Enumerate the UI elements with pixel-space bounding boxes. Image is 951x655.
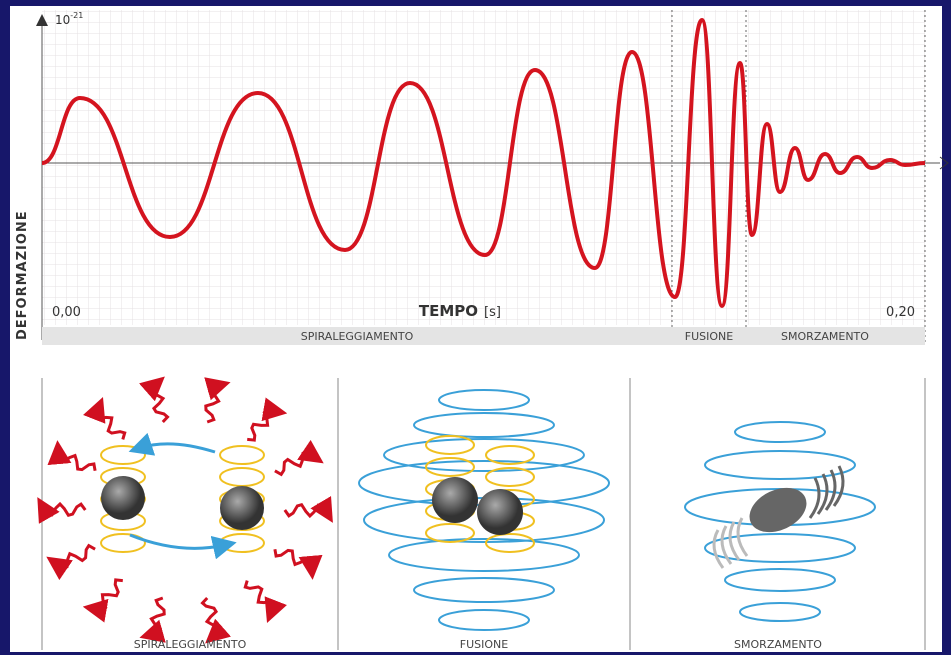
field-line: [734, 421, 826, 443]
panel-merger: [358, 389, 610, 631]
remnant: [749, 487, 807, 533]
field-line: [724, 568, 836, 592]
x-arrow: [939, 156, 949, 170]
phase-label: FUSIONE: [685, 330, 733, 343]
field-line: [739, 602, 821, 622]
gravitational-wave: [273, 548, 323, 580]
field-line: [704, 533, 856, 563]
ringdown-wave: [824, 469, 837, 511]
gravitational-wave: [243, 580, 287, 623]
field-line: [438, 609, 530, 631]
gravitational-wave: [138, 376, 170, 424]
gravitational-wave: [46, 543, 96, 581]
grid: [42, 10, 925, 325]
field-line: [219, 445, 265, 465]
gravitational-wave: [139, 596, 166, 643]
field-line: [425, 457, 475, 477]
gravitational-wave: [204, 377, 231, 424]
field-line: [100, 533, 146, 553]
ringdown-wave: [808, 477, 821, 519]
gravitational-wave: [47, 440, 97, 472]
field-line: [413, 412, 555, 438]
field-line: [388, 538, 580, 572]
ringdown-wave: [712, 529, 725, 569]
field-line: [425, 435, 475, 455]
x-start: 0,00: [52, 305, 81, 320]
gravitational-wave: [247, 397, 288, 442]
field-line: [485, 467, 535, 487]
gravitational-wave: [37, 497, 87, 524]
gravitational-wave: [283, 496, 333, 523]
gravitational-wave: [83, 397, 127, 440]
field-line: [485, 533, 535, 553]
ringdown-wave: [816, 473, 829, 515]
ringdown-wave: [720, 525, 733, 565]
orbit-arrow: [129, 533, 237, 560]
x-end: 0,20: [886, 305, 915, 320]
ringdown-wave: [832, 465, 845, 507]
x-label: TEMPO: [419, 302, 478, 320]
y-arrow: [36, 14, 48, 26]
black-hole: [477, 489, 523, 535]
waveform: [41, 18, 926, 308]
gravitational-wave: [274, 439, 324, 477]
field-line: [413, 577, 555, 603]
phase-label: SMORZAMENTO: [781, 330, 869, 343]
field-line: [383, 438, 585, 472]
black-hole: [101, 476, 145, 520]
field-line: [438, 389, 530, 411]
field-line: [425, 523, 475, 543]
y-unit: 10-21: [55, 11, 83, 27]
panel-label: SPIRALEGGIAMENTO: [134, 638, 247, 651]
phase-label: SPIRALEGGIAMENTO: [301, 330, 414, 343]
y-label: DEFORMAZIONE: [15, 210, 30, 340]
panel-ringdown: [684, 421, 876, 622]
field-line: [485, 445, 535, 465]
black-hole: [432, 477, 478, 523]
orbit-arrow: [128, 432, 216, 456]
phase-band: [42, 327, 925, 345]
ringdown-wave: [728, 521, 741, 561]
panel-inspiral: [37, 376, 333, 644]
panel-label: FUSIONE: [460, 638, 508, 651]
gravitational-wave: [82, 578, 123, 623]
ringdown-wave: [736, 517, 749, 557]
gravitational-wave: [200, 596, 232, 644]
panel-label: SMORZAMENTO: [734, 638, 822, 651]
x-unit: [s]: [484, 305, 501, 320]
black-hole: [220, 486, 264, 530]
field-line: [704, 450, 856, 480]
